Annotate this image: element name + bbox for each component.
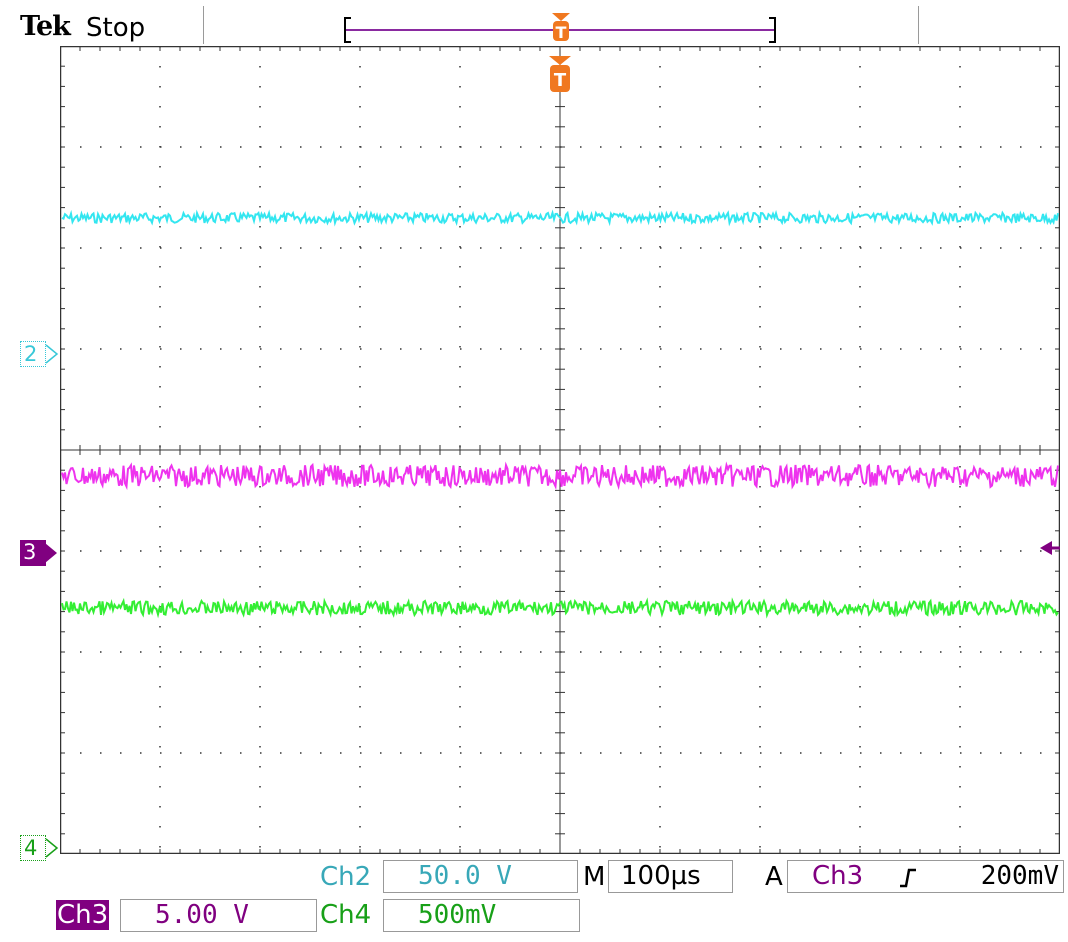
graticule <box>60 46 1060 854</box>
trigger-level: 200mV <box>980 861 1059 891</box>
waveform-display: T <box>60 46 1060 854</box>
ch3-ground-marker[interactable]: 3 <box>20 540 46 566</box>
trigger-readout[interactable]: Ch3 200mV <box>787 860 1064 893</box>
waveform-traces <box>61 209 1059 619</box>
header-divider <box>203 6 204 44</box>
rising-edge-icon <box>900 868 916 888</box>
ch4-trace <box>61 597 1059 619</box>
ch2-readout-label: Ch2 <box>320 862 372 892</box>
ch3-trace <box>61 461 1059 491</box>
trigger-marker-label: T <box>554 70 567 91</box>
ch3-marker-label: 3 <box>23 540 37 564</box>
trigger-position-label: T <box>556 23 567 42</box>
ch4-marker-label: 4 <box>24 836 38 860</box>
ch3-scale-readout[interactable]: 5.00 V <box>120 899 317 932</box>
ch2-marker-label: 2 <box>24 342 38 366</box>
ch2-ground-marker[interactable]: 2 <box>20 341 46 367</box>
trigger-type-prefix: A <box>765 862 783 892</box>
trigger-marker-icon: T <box>549 56 571 92</box>
trigger-position-icon: T <box>552 13 570 42</box>
trigger-level-arrow-icon <box>1040 541 1060 555</box>
timebase-readout[interactable]: 100µs <box>608 860 733 893</box>
ch2-trace <box>61 209 1059 227</box>
ch3-readout-label: Ch3 <box>56 900 110 930</box>
ch4-ground-marker[interactable]: 4 <box>20 835 46 861</box>
ch4-readout-label: Ch4 <box>320 900 372 930</box>
acquisition-status: Stop <box>86 13 146 43</box>
ch2-marker-pointer-icon <box>45 344 59 364</box>
ch4-marker-pointer-icon <box>45 838 59 858</box>
trigger-source: Ch3 <box>812 861 864 891</box>
ch4-scale-readout[interactable]: 500mV <box>383 899 580 932</box>
ch3-marker-pointer-icon <box>45 543 57 563</box>
timebase-prefix: M <box>583 862 606 892</box>
brand-logo: Tek <box>20 11 71 42</box>
header-divider <box>918 6 919 44</box>
ch2-scale-readout[interactable]: 50.0 V <box>383 860 578 893</box>
